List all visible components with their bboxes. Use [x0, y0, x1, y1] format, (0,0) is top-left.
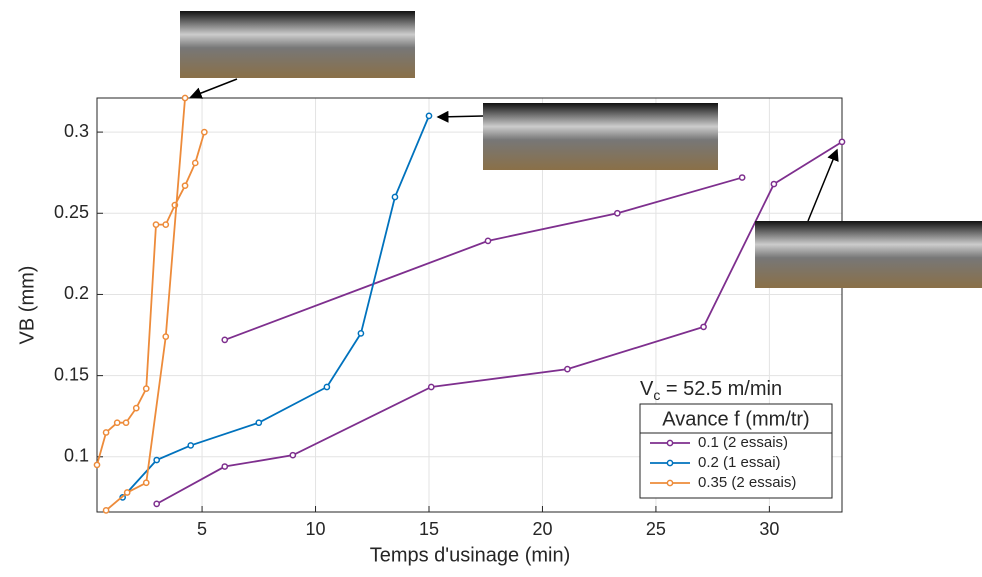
data-point: [391, 193, 399, 201]
legend-label: 0.1 (2 essais): [698, 434, 788, 451]
data-point: [162, 221, 170, 228]
x-tick-label: 5: [197, 519, 207, 539]
data-point: [564, 365, 571, 373]
data-point: [181, 94, 189, 102]
data-point: [123, 489, 131, 496]
data-point: [181, 182, 189, 190]
series-line: [156, 141, 843, 505]
data-point: [200, 128, 208, 136]
data-point: [93, 461, 101, 469]
data-point: [153, 456, 161, 464]
legend-label: 0.2 (1 essai): [698, 454, 781, 471]
data-point: [152, 221, 160, 228]
data-point: [142, 479, 150, 487]
legend-marker: [666, 459, 674, 467]
data-point: [425, 112, 433, 120]
data-point: [700, 323, 707, 331]
data-point: [162, 333, 170, 341]
series-line: [121, 115, 430, 498]
x-tick-label: 30: [759, 519, 779, 539]
arrow: [807, 148, 839, 222]
data-point: [838, 138, 846, 146]
data-point: [221, 336, 229, 344]
legend-label: 0.35 (2 essais): [698, 474, 796, 491]
axes-box: [96, 97, 843, 513]
data-point: [357, 330, 365, 337]
x-tick-label: 20: [532, 519, 552, 539]
data-point: [187, 442, 195, 449]
wear-photo: [180, 11, 415, 78]
cutting-speed: Vc = 52.5 m/min: [640, 378, 782, 402]
wear-photo: [755, 221, 982, 288]
legend-title: Avance f (mm/tr): [662, 408, 809, 430]
x-tick-label: 10: [306, 519, 326, 539]
x-tick-label: 15: [419, 519, 439, 539]
data-point: [102, 507, 110, 514]
data-point: [289, 451, 297, 459]
data-point: [770, 180, 778, 188]
data-point: [153, 500, 161, 508]
data-point: [122, 419, 130, 427]
legend-marker: [666, 479, 674, 487]
data-point: [102, 429, 110, 436]
data-point: [132, 404, 140, 412]
y-axis-label: VB (mm): [16, 266, 38, 345]
y-tick-label: 0.25: [54, 202, 89, 222]
data-point: [323, 383, 331, 391]
data-point: [191, 159, 199, 167]
y-tick-label: 0.2: [64, 283, 89, 303]
x-axis-label: Temps d'usinage (min): [370, 544, 571, 566]
y-tick-label: 0.15: [54, 364, 89, 384]
arrow: [189, 78, 238, 99]
arrow: [436, 110, 484, 123]
data-point: [255, 419, 263, 427]
data-point: [142, 385, 150, 392]
legend-marker: [666, 439, 674, 447]
y-tick-label: 0.3: [64, 121, 89, 141]
data-point: [427, 383, 435, 391]
data-point: [113, 419, 121, 427]
data-point: [613, 209, 621, 217]
x-tick-label: 25: [646, 519, 666, 539]
data-point: [484, 237, 492, 245]
wear-photo: [483, 103, 718, 170]
data-point: [221, 463, 229, 470]
y-tick-label: 0.1: [64, 446, 89, 466]
data-point: [738, 174, 746, 181]
series-line: [224, 176, 743, 341]
